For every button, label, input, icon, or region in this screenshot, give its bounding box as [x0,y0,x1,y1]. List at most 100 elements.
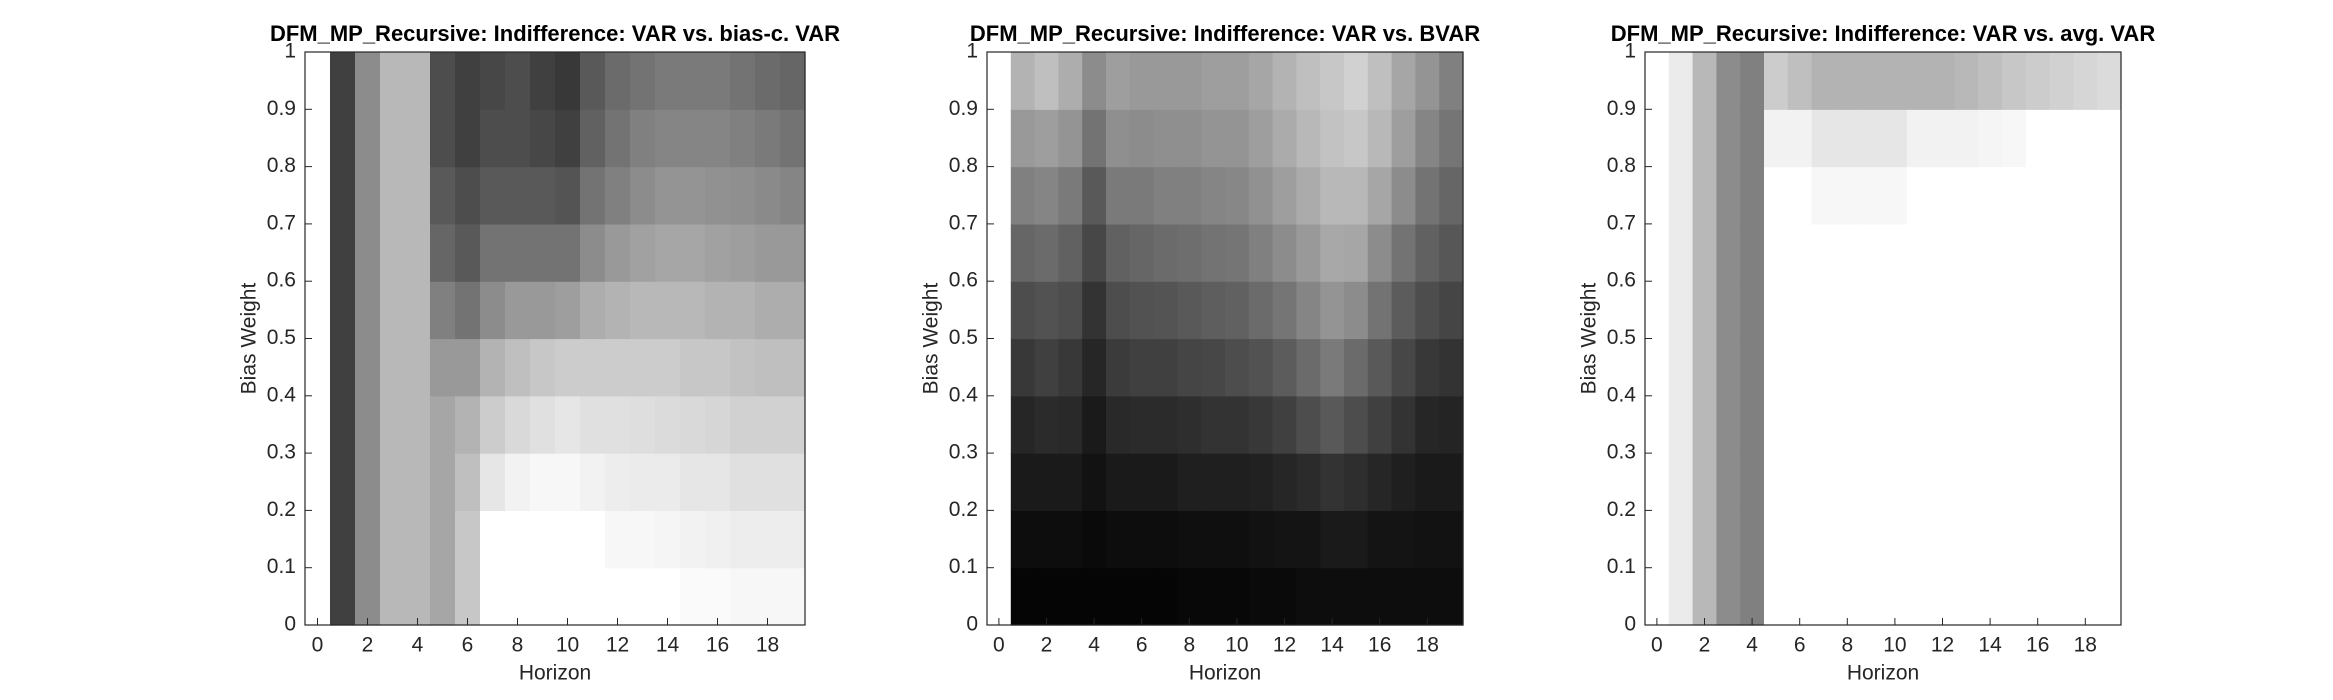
heatmap-cell [580,166,606,225]
heatmap-cell [1010,338,1036,397]
heatmap-cell [1082,223,1107,282]
heatmap-cell [1787,281,1813,340]
heatmap-cell [1716,510,1741,569]
heatmap-cell [1930,166,1955,225]
heatmap-cell [1201,223,1226,282]
heatmap-cell [1129,109,1155,168]
y-tick-label: 0.6 [949,269,978,292]
heatmap-cell [1859,338,1884,397]
heatmap-cell [2025,567,2051,626]
heatmap-cell [530,223,556,282]
heatmap-cell [1740,453,1765,511]
heatmap-cell [1344,338,1369,397]
heatmap-cell [680,510,706,569]
y-tick-label: 0.1 [1607,555,1636,578]
heatmap-cell [1835,109,1860,168]
heatmap-cell [1296,52,1321,110]
heatmap-cell [755,338,781,397]
heatmap-cell [1225,453,1250,511]
heatmap-cell [1296,223,1321,282]
heatmap-cell [1415,166,1440,225]
heatmap-cell [2002,338,2027,397]
heatmap-cell [2097,109,2122,168]
heatmap-cell [1248,395,1274,454]
heatmap-cell [730,109,756,168]
heatmap-cell [1930,510,1955,569]
heatmap-cell [1344,453,1369,511]
heatmap-cell [1645,52,1670,110]
heatmap-cell [355,395,381,454]
heatmap-cell [505,567,531,626]
heatmap-cell [1930,109,1955,168]
heatmap-cell [1978,453,2003,511]
heatmap-cell [1391,223,1416,282]
y-tick-label: 0.4 [267,383,297,406]
heatmap-cell [1692,338,1717,397]
heatmap-cell [1010,510,1036,569]
heatmap-cell [2002,52,2027,110]
heatmap-cell [1415,223,1440,282]
heatmap-cell [1835,510,1860,569]
x-tick-label: 12 [1273,634,1296,657]
heatmap-cell [530,453,556,511]
heatmap-cell [1692,166,1717,225]
heatmap-cell [1978,395,2003,454]
heatmap-cell [1177,281,1202,340]
heatmap-cell [305,166,331,225]
heatmap-cell [755,166,781,225]
heatmap-cell [1367,109,1393,168]
heatmap-cell [1835,453,1860,511]
x-tick-label: 16 [1368,634,1391,657]
heatmap-cell [1201,166,1226,225]
heatmap-cell [405,281,431,340]
heatmap-cell [2073,281,2098,340]
heatmap-cell [1930,281,1955,340]
heatmap-cell [405,223,431,282]
heatmap-cell [1645,510,1670,569]
heatmap-cell [480,281,506,340]
heatmap-cell [2097,166,2122,225]
heatmap-cell [1954,510,1979,569]
heatmap-cell [605,338,631,397]
heatmap-cell [1954,395,1979,454]
heatmap-cell [605,510,631,569]
heatmap-cell [1439,567,1464,626]
heatmap-cell [455,453,481,511]
heatmap-cell [1415,338,1440,397]
heatmap-cell [1106,338,1131,397]
heatmap-cell [655,52,681,110]
heatmap-cell [305,109,331,168]
heatmap-cell [380,109,406,168]
heatmap-cell [1058,109,1083,168]
heatmap-cell [2002,223,2027,282]
heatmap-cell [1645,395,1670,454]
heatmap-cell [655,567,681,626]
heatmap-cell [1930,52,1955,110]
heatmap-cell [1248,453,1274,511]
heatmap-cell [380,281,406,340]
heatmap-cell [605,52,631,110]
heatmap-cell [355,223,381,282]
heatmap-cell [1225,52,1250,110]
x-tick-label: 2 [1041,634,1053,657]
heatmap-cell [1883,281,1908,340]
heatmap-cell [730,166,756,225]
heatmap-cell [705,338,731,397]
heatmap-cell [1415,109,1440,168]
heatmap-cell [1296,567,1321,626]
heatmap-cell [580,510,606,569]
y-tick-label: 1 [1624,40,1636,63]
heatmap-cell [1391,281,1416,340]
y-tick-label: 0.8 [1607,154,1636,177]
heatmap-cell [1391,567,1416,626]
heatmap-cell [1787,567,1813,626]
heatmap-cell [1835,52,1860,110]
heatmap-cell [1645,109,1670,168]
heatmap-cell [1740,52,1765,110]
heatmap-cell [1906,223,1932,282]
heatmap-cell [2049,338,2074,397]
heatmap-cell [530,395,556,454]
heatmap-cell [330,338,356,397]
heatmap-cell [1106,223,1131,282]
x-tick-label: 2 [362,634,374,657]
